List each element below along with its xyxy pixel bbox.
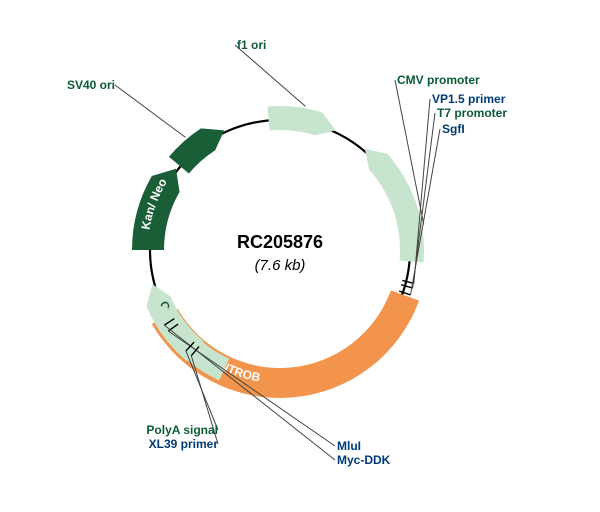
feature-f1ori <box>267 106 335 135</box>
feature-label-f1ori: f1 ori <box>237 38 266 52</box>
leader-f1ori <box>235 45 305 106</box>
tick-label-3: MluI <box>337 439 361 453</box>
tick-label-2: SgfI <box>442 122 465 136</box>
tick-label-0: VP1.5 primer <box>432 92 506 106</box>
feature-label-sv40: SV40 ori <box>67 78 115 92</box>
tick-label-4: Myc-DDK <box>337 453 391 467</box>
feature-cmv <box>365 149 424 263</box>
plasmid-size: (7.6 kb) <box>255 257 306 274</box>
feature-label-cmv: CMV promoter <box>397 73 480 87</box>
tick-label-1: T7 promoter <box>437 106 507 120</box>
tick-1 <box>401 285 413 288</box>
tick-label-6: XL39 primer <box>149 437 219 451</box>
plasmid-name: RC205876 <box>237 232 323 252</box>
feature-sv40 <box>169 128 224 173</box>
leader-sv40 <box>115 85 186 137</box>
tick-label-5: PolyA signal <box>146 423 218 437</box>
